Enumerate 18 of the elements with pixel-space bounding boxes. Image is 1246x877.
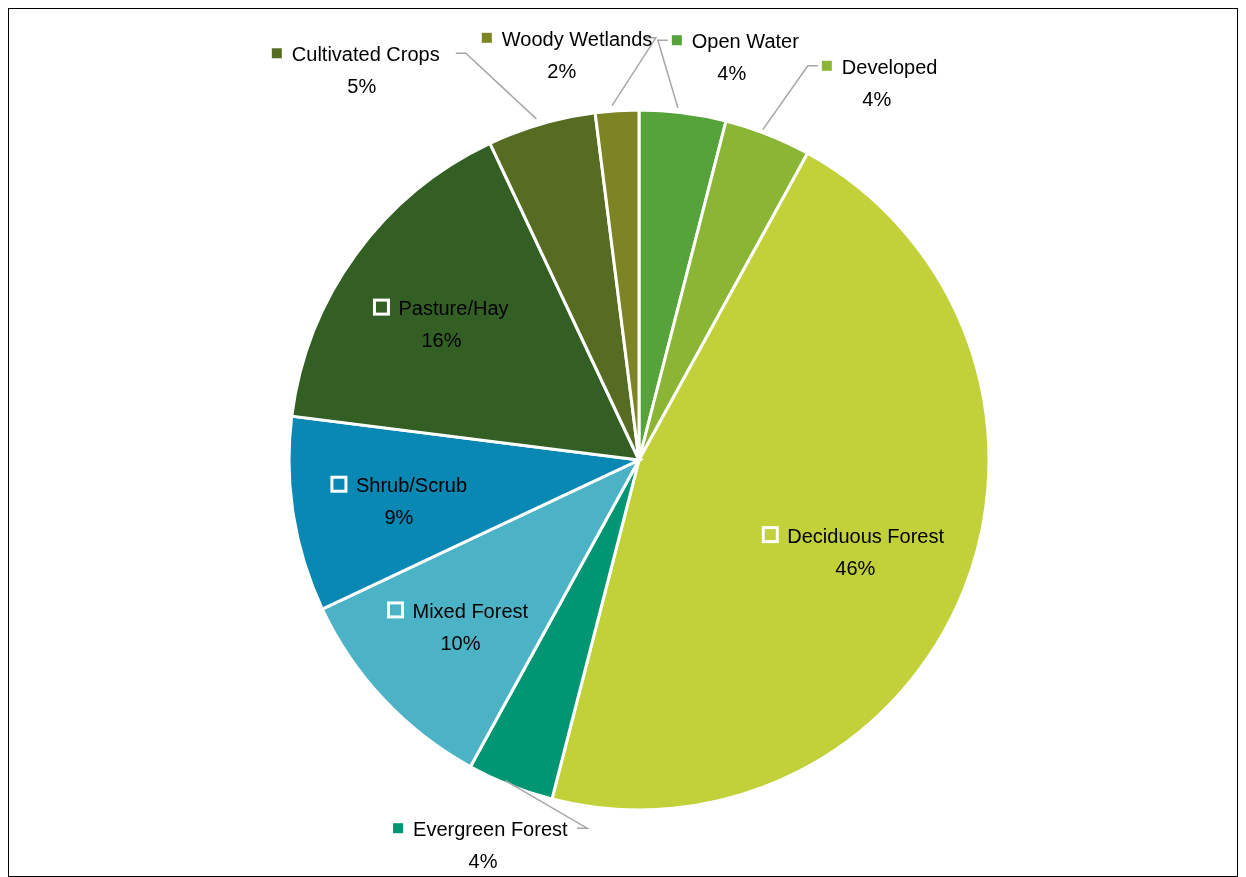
slice-label: Deciduous Forest (787, 524, 945, 547)
data-label: 10% (440, 631, 481, 654)
slice-label: Mixed Forest (412, 599, 529, 622)
legend-label: Evergreen Forest (413, 818, 569, 841)
legend-label: Cultivated Crops (291, 43, 440, 66)
legend-label: Developed (841, 55, 938, 78)
data-label: 4% (468, 850, 498, 873)
data-label: 2% (547, 59, 577, 82)
data-label: 16% (421, 329, 462, 352)
data-label: 4% (717, 62, 747, 85)
legend-label: Open Water (691, 30, 800, 53)
data-label: 4% (862, 87, 892, 110)
legend-label: Woody Wetlands (501, 27, 653, 50)
slice-label: Shrub/Scrub (355, 474, 468, 497)
slice-label: Pasture/Hay (398, 297, 509, 320)
data-label: 46% (835, 556, 876, 579)
data-label: 9% (384, 506, 414, 529)
data-label: 5% (347, 75, 377, 98)
